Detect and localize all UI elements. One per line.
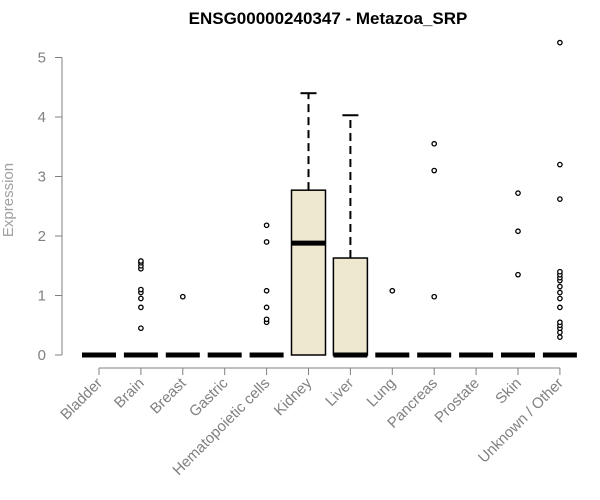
outlier-point — [557, 334, 563, 340]
outlier-point — [138, 258, 144, 264]
outlier-point — [557, 39, 563, 46]
outlier-point — [138, 325, 144, 332]
box-brain — [123, 258, 158, 358]
y-axis: 0 1 2 3 4 5 — [38, 50, 63, 364]
x-tick-label: Prostate — [431, 375, 483, 427]
y-tick-label: 4 — [38, 109, 46, 126]
outlier-point — [138, 295, 144, 302]
outlier-point — [557, 161, 563, 168]
outlier-point — [431, 167, 438, 174]
outlier-point — [138, 286, 144, 293]
box-liver — [332, 114, 369, 358]
outlier-point — [431, 293, 438, 300]
y-tick-label: 3 — [38, 169, 46, 186]
x-tick-label: Lung — [364, 375, 400, 411]
outlier-point — [557, 304, 563, 311]
y-tick-label: 2 — [38, 228, 46, 245]
outlier-point — [515, 228, 521, 235]
box-breast — [165, 293, 200, 358]
outlier-point — [263, 304, 270, 311]
outlier-point — [263, 287, 270, 294]
y-axis-label: Expression — [0, 163, 17, 237]
x-tick-label: Kidney — [271, 374, 316, 419]
outlier-point — [263, 316, 270, 323]
outlier-point — [138, 304, 144, 311]
outlier-point — [263, 239, 270, 245]
outlier-point — [557, 268, 563, 275]
outlier-point — [557, 295, 563, 302]
plot-area — [82, 39, 577, 358]
outlier-point — [515, 190, 521, 197]
box-lung — [375, 287, 410, 358]
outlier-point — [557, 319, 563, 326]
outlier-point — [179, 293, 186, 300]
outlier-point — [431, 140, 438, 147]
box-iqr — [290, 189, 327, 356]
x-tick-label: Brain — [111, 375, 148, 412]
chart-title: ENSG00000240347 - Metazoa_SRP — [189, 9, 468, 28]
outlier-point — [557, 289, 563, 296]
x-tick-label: Skin — [492, 375, 525, 408]
y-tick-label: 1 — [38, 288, 46, 305]
y-tick-label: 5 — [38, 50, 46, 67]
box-kidney — [290, 92, 327, 356]
box-iqr — [332, 257, 369, 356]
x-tick-label: Bladder — [57, 375, 106, 424]
box-pancreas — [417, 140, 452, 358]
outlier-point — [557, 283, 563, 290]
box-unknown-other — [542, 39, 577, 358]
box-hematopoietic-cells — [249, 222, 284, 358]
x-tick-label: Liver — [322, 375, 357, 410]
x-tick-label: Breast — [147, 374, 190, 417]
outlier-point — [515, 271, 521, 278]
outlier-point — [389, 287, 396, 294]
box-skin — [501, 190, 535, 358]
y-tick-label: 0 — [38, 347, 46, 364]
outlier-point — [557, 196, 563, 202]
outlier-point — [263, 222, 270, 229]
